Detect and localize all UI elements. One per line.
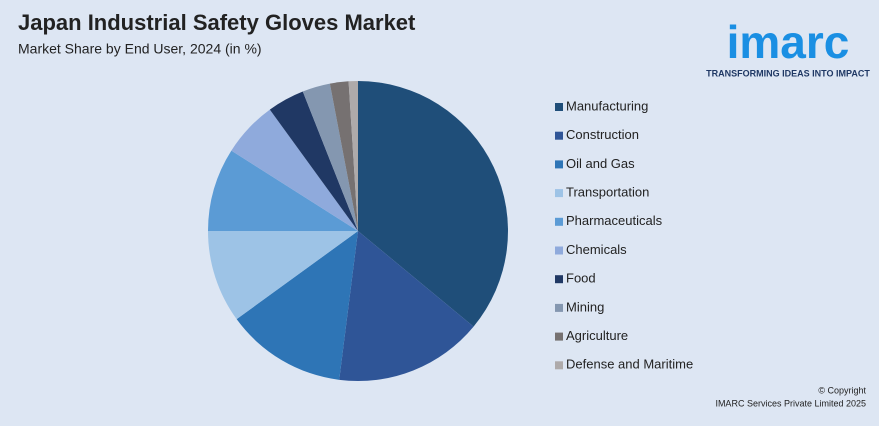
pie-slice bbox=[348, 81, 358, 231]
copyright: © Copyright bbox=[818, 385, 866, 395]
chart-subtitle: Market Share by End User, 2024 (in %) bbox=[18, 41, 262, 57]
legend-swatch bbox=[555, 131, 563, 140]
pie-slice bbox=[208, 150, 358, 231]
chart-title: Japan Industrial Safety Gloves Market bbox=[18, 10, 416, 35]
pie-slice bbox=[231, 109, 358, 231]
logo: imarc bbox=[727, 16, 850, 68]
legend-swatch bbox=[555, 332, 563, 341]
pie-slice bbox=[208, 231, 358, 320]
legend-swatch bbox=[555, 217, 563, 226]
legend-swatch bbox=[555, 361, 563, 370]
legend-label: Transportation bbox=[566, 185, 649, 200]
legend-swatch bbox=[555, 160, 563, 169]
pie-slice bbox=[358, 81, 508, 327]
pie-slice bbox=[269, 91, 358, 231]
copyright-owner: IMARC Services Private Limited 2025 bbox=[715, 398, 866, 408]
logo-tagline: TRANSFORMING IDEAS INTO IMPACT bbox=[706, 68, 870, 78]
legend-swatch bbox=[555, 103, 563, 111]
legend-label: Pharmaceuticals bbox=[566, 213, 663, 228]
legend-label: Oil and Gas bbox=[566, 156, 635, 171]
pie-slice bbox=[302, 83, 358, 231]
legend-swatch bbox=[555, 303, 563, 312]
legend-label: Defense and Maritime bbox=[566, 357, 693, 372]
legend-label: Manufacturing bbox=[566, 98, 648, 113]
legend-label: Agriculture bbox=[566, 328, 628, 343]
legend-swatch bbox=[555, 275, 563, 284]
legend-label: Chemicals bbox=[566, 242, 627, 257]
pie-slice bbox=[329, 81, 358, 231]
pie-slice bbox=[236, 231, 358, 380]
legend-label: Mining bbox=[566, 299, 604, 314]
legend-swatch bbox=[555, 246, 563, 255]
legend-swatch bbox=[555, 189, 563, 198]
pie-slice bbox=[339, 231, 474, 381]
legend-label: Food bbox=[566, 271, 596, 286]
legend-label: Construction bbox=[566, 127, 639, 142]
